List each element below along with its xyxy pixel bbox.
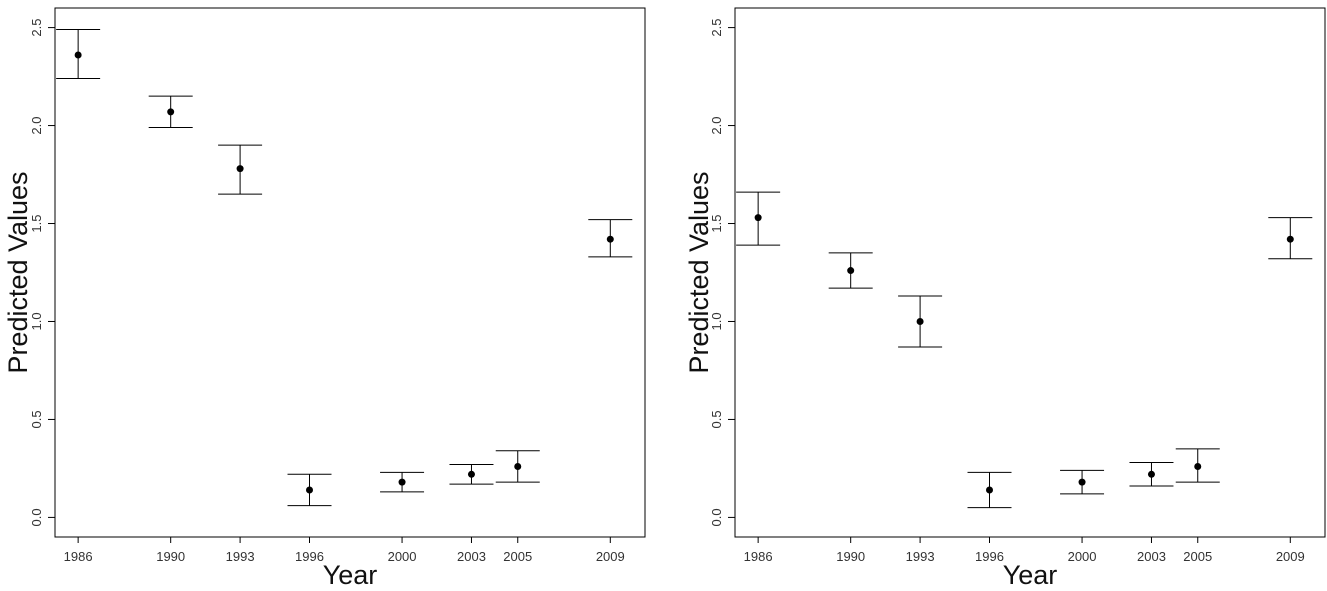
data-point xyxy=(236,165,244,173)
x-axis-title: Year xyxy=(323,560,378,590)
y-tick-label: 1.5 xyxy=(29,214,44,232)
data-point xyxy=(467,470,475,478)
y-tick-label: 1.0 xyxy=(709,312,724,330)
y-tick-label: 0.0 xyxy=(29,508,44,526)
data-point xyxy=(1078,478,1086,486)
data-point xyxy=(167,108,175,116)
y-tick-label: 0.5 xyxy=(709,410,724,428)
y-tick-label: 0.5 xyxy=(29,410,44,428)
y-tick-label: 2.0 xyxy=(709,117,724,135)
data-point xyxy=(398,478,406,486)
y-tick-label: 1.0 xyxy=(29,312,44,330)
y-tick-label: 0.0 xyxy=(709,508,724,526)
y-axis-title: Predicted Values xyxy=(3,171,33,373)
x-tick-label: 1986 xyxy=(64,549,93,564)
left-chart-panel: 0.0 0.5 1.0 1.5 2.0 2.5 1986 1990 1993 1996 2000 20… xyxy=(3,7,646,590)
x-tick-label: 1996 xyxy=(975,549,1004,564)
plot-frame xyxy=(734,7,1326,538)
data-point xyxy=(1286,235,1294,243)
x-tick-label: 2003 xyxy=(1137,549,1166,564)
y-tick-label: 2.0 xyxy=(29,117,44,135)
data-point xyxy=(986,486,994,494)
y-tick-label: 2.5 xyxy=(29,19,44,37)
x-tick-label: 2005 xyxy=(503,549,532,564)
x-tick-label: 1990 xyxy=(156,549,185,564)
data-point xyxy=(306,486,314,494)
y-axis-title: Predicted Values xyxy=(684,171,714,373)
y-tick-label: 1.5 xyxy=(709,214,724,232)
data-point xyxy=(74,51,82,59)
x-tick-label: 1986 xyxy=(744,549,773,564)
x-axis-title: Year xyxy=(1003,560,1058,590)
data-point xyxy=(1194,462,1202,470)
right-chart-panel: 0.0 0.5 1.0 1.5 2.0 2.5 1986 1990 1993 1996 2000 20… xyxy=(684,7,1326,590)
plot-frame xyxy=(54,7,646,538)
data-point xyxy=(847,267,855,275)
data-point xyxy=(754,214,762,222)
x-tick-label: 2000 xyxy=(1068,549,1097,564)
x-tick-label: 1990 xyxy=(836,549,865,564)
data-point xyxy=(606,235,614,243)
x-tick-label: 2005 xyxy=(1183,549,1212,564)
x-tick-label: 1993 xyxy=(906,549,935,564)
data-point xyxy=(514,462,522,470)
x-tick-label: 2000 xyxy=(388,549,417,564)
y-tick-label: 2.5 xyxy=(709,19,724,37)
x-tick-label: 2009 xyxy=(1276,549,1305,564)
data-point xyxy=(916,317,924,325)
x-tick-label: 1996 xyxy=(295,549,324,564)
data-point xyxy=(1147,470,1155,478)
x-tick-label: 1993 xyxy=(226,549,255,564)
x-tick-label: 2009 xyxy=(596,549,625,564)
x-tick-label: 2003 xyxy=(457,549,486,564)
